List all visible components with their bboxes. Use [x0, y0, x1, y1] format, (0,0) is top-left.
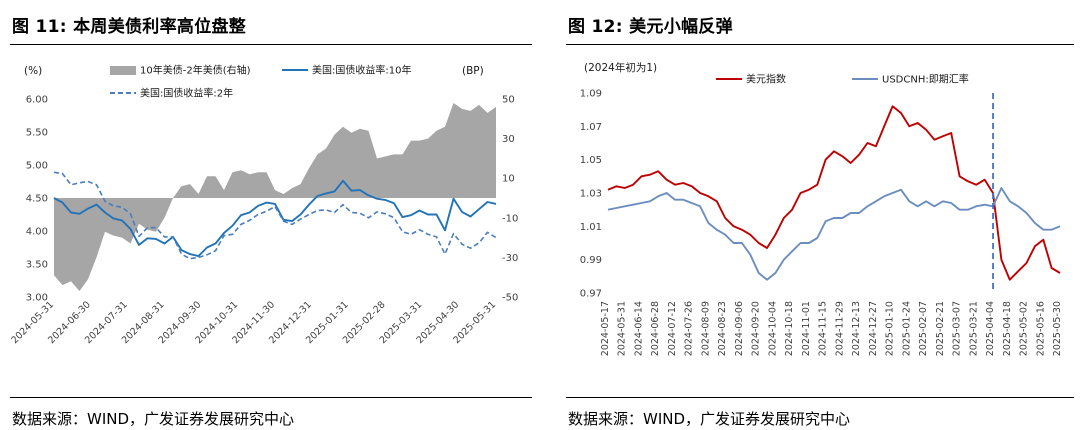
svg-text:2024-10-18: 2024-10-18	[784, 301, 795, 356]
svg-text:2024-05-31: 2024-05-31	[617, 301, 628, 356]
svg-text:2025-05-16: 2025-05-16	[1035, 301, 1046, 356]
fig11-chart: 6.00 5.50 5.00 4.50 4.00 3.50 3.00 50 30 10 -10 -30…	[9, 64, 518, 347]
svg-text:2024-07-12: 2024-07-12	[667, 301, 678, 356]
svg-text:2025-02-21: 2025-02-21	[935, 301, 946, 356]
svg-text:2025-03-07: 2025-03-07	[952, 301, 963, 356]
svg-text:美国:国债收益率:10年: 美国:国债收益率:10年	[312, 64, 411, 77]
svg-text:0.99: 0.99	[580, 255, 602, 266]
svg-text:(BP): (BP)	[462, 65, 484, 77]
svg-text:2024-08-09: 2024-08-09	[700, 301, 711, 356]
fig11-title-text: 图 11: 本周美债利率高位盘整	[12, 17, 247, 37]
fig12-title-text: 图 12: 美元小幅反弹	[568, 17, 733, 37]
svg-text:2024-09-20: 2024-09-20	[751, 301, 762, 356]
svg-text:2024-06-14: 2024-06-14	[633, 301, 644, 356]
svg-text:1.05: 1.05	[580, 155, 602, 166]
fig11-title: 图 11: 本周美债利率高位盘整	[10, 10, 532, 45]
svg-text:2025-02-07: 2025-02-07	[918, 301, 929, 356]
svg-text:3.00: 3.00	[26, 293, 48, 304]
svg-text:2025-01-24: 2025-01-24	[901, 301, 912, 356]
svg-text:-50: -50	[502, 293, 518, 304]
svg-text:1.01: 1.01	[580, 222, 602, 233]
panel-fig11: 图 11: 本周美债利率高位盘整 6.00 5.50 5.00 4.50 4.00 3.5…	[9, 10, 532, 429]
svg-text:5.00: 5.00	[26, 161, 48, 172]
svg-text:1.07: 1.07	[580, 122, 602, 133]
svg-text:-10: -10	[502, 213, 518, 224]
svg-text:2024-11-29: 2024-11-29	[834, 301, 845, 356]
svg-text:2025-03-21: 2025-03-21	[968, 301, 979, 356]
svg-text:美元指数: 美元指数	[746, 73, 786, 86]
svg-text:0.97: 0.97	[580, 289, 602, 300]
fig12-source-note: 数据来源：WIND，广发证券发展研究中心	[566, 397, 1074, 429]
svg-text:4.00: 4.00	[26, 227, 48, 238]
svg-text:美国:国债收益率:2年: 美国:国债收益率:2年	[140, 87, 233, 100]
svg-text:10: 10	[502, 174, 515, 185]
svg-text:4.50: 4.50	[26, 194, 48, 205]
fig11-source-note: 数据来源：WIND，广发证券发展研究中心	[10, 397, 532, 429]
svg-text:2024-08-23: 2024-08-23	[717, 301, 728, 356]
svg-text:-30: -30	[502, 253, 518, 264]
svg-text:10年美债-2年美债(右轴): 10年美债-2年美债(右轴)	[140, 64, 251, 77]
svg-text:1.09: 1.09	[580, 89, 602, 100]
svg-text:50: 50	[502, 95, 515, 106]
svg-text:3.50: 3.50	[26, 260, 48, 271]
svg-text:1.03: 1.03	[580, 189, 602, 200]
svg-text:(%): (%)	[24, 65, 42, 77]
svg-text:2024-11-01: 2024-11-01	[801, 301, 812, 356]
svg-text:2024-06-28: 2024-06-28	[650, 301, 661, 356]
panel-fig12: 图 12: 美元小幅反弹 1.09 1.07 1.05 1.03 1.01 0.99 0.9…	[566, 10, 1074, 429]
svg-text:2025-05-02: 2025-05-02	[1019, 301, 1030, 356]
svg-text:2024-12-27: 2024-12-27	[868, 301, 879, 356]
svg-text:2025-05-30: 2025-05-30	[1052, 301, 1063, 356]
svg-text:2025-01-10: 2025-01-10	[885, 301, 896, 356]
svg-text:2024-07-26: 2024-07-26	[684, 301, 695, 356]
svg-text:USDCNH:即期汇率: USDCNH:即期汇率	[882, 73, 969, 86]
svg-text:2024-10-04: 2024-10-04	[767, 301, 778, 356]
svg-text:30: 30	[502, 134, 515, 145]
svg-text:5.50: 5.50	[26, 128, 48, 139]
svg-text:6.00: 6.00	[26, 95, 48, 106]
svg-text:2024-11-15: 2024-11-15	[818, 301, 829, 356]
svg-text:2024-09-06: 2024-09-06	[734, 301, 745, 356]
fig12-title: 图 12: 美元小幅反弹	[566, 10, 1074, 45]
svg-text:2025-04-04: 2025-04-04	[985, 301, 996, 356]
svg-text:2024-12-13: 2024-12-13	[851, 301, 862, 356]
svg-text:2025-04-18: 2025-04-18	[1002, 301, 1013, 356]
svg-text:(2024年初为1): (2024年初为1)	[584, 61, 657, 74]
svg-text:2024-05-17: 2024-05-17	[600, 301, 611, 356]
